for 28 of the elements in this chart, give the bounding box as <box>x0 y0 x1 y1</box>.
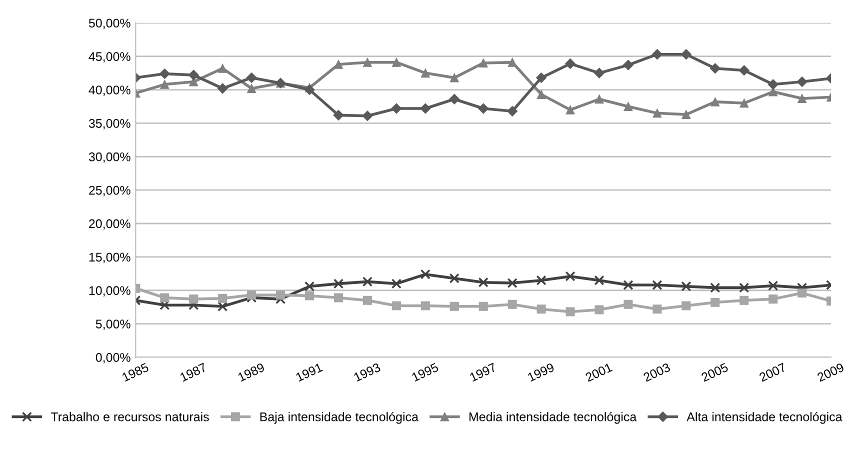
x-tick-label: 2007 <box>758 362 787 382</box>
legend-label: Trabalho e recursos naturais <box>50 412 209 422</box>
y-tick-label: 20,00% <box>89 219 130 230</box>
y-tick-label: 30,00% <box>88 152 130 163</box>
x-tick-label: 1993 <box>353 362 381 382</box>
x-tick-label: 1997 <box>469 362 497 382</box>
x-tick-label: 2003 <box>642 362 671 382</box>
x-tick-label: 2001 <box>584 362 613 382</box>
legend-label: Alta intensidade tecnológica <box>686 412 842 424</box>
x-tick-label: 1995 <box>411 362 439 382</box>
y-tick-label: 10,00% <box>89 286 130 296</box>
x-tick-label: 1999 <box>527 362 555 382</box>
y-tick-label: 50,00% <box>88 18 130 30</box>
y-tick-label: 25,00% <box>89 186 130 196</box>
y-tick-label: 35,00% <box>88 119 130 130</box>
x-tick-label: 1991 <box>295 362 323 382</box>
y-tick-label: 5,00% <box>96 320 130 330</box>
y-tick-label: 45,00% <box>88 52 130 62</box>
x-tick-label: 2005 <box>700 362 729 382</box>
legend-label: Baja intensidade tecnológica <box>260 412 418 424</box>
x-tick-label: 1987 <box>180 362 208 382</box>
x-tick-label: 1985 <box>122 362 150 382</box>
legend-label: Media intensidade tecnológica <box>469 412 637 424</box>
y-tick-label: 0,00% <box>96 353 130 364</box>
x-tick-label: 2009 <box>816 362 845 382</box>
y-tick-label: 15,00% <box>89 252 130 264</box>
y-tick-label: 40,00% <box>88 86 130 96</box>
x-tick-label: 1989 <box>238 362 266 382</box>
